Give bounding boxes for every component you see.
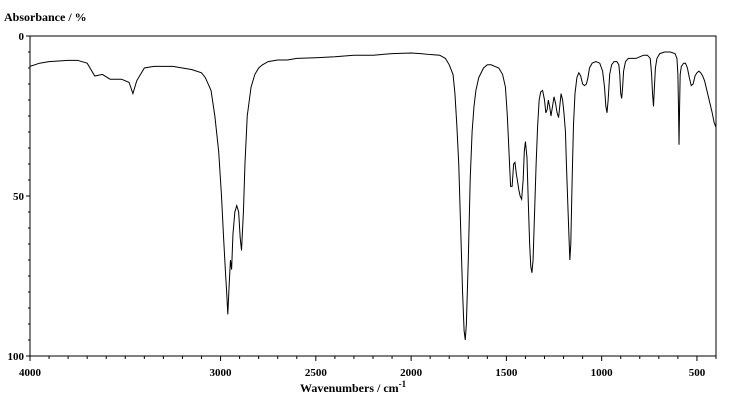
y-tick-label: 0 [19, 31, 25, 43]
y-axis-title: Absorbance / % [4, 10, 87, 24]
x-tick-label: 500 [689, 367, 706, 379]
x-tick-label: 4000 [19, 367, 42, 379]
x-tick-label: 1000 [591, 367, 614, 379]
y-tick-label: 50 [13, 191, 25, 203]
x-tick-label: 3000 [210, 367, 233, 379]
x-axis-title-text: Wavenumbers / cm [300, 381, 399, 395]
x-axis-title-superscript: -1 [399, 379, 407, 389]
x-axis: 4000 3000 2500 2000 1500 1000 500 [19, 356, 717, 379]
x-tick-label: 2000 [400, 367, 423, 379]
x-axis-title: Wavenumbers / cm-1 [300, 379, 407, 395]
x-tick-label: 1500 [495, 367, 518, 379]
x-tick-label: 2500 [305, 367, 328, 379]
spectrum-line [29, 51, 717, 341]
y-tick-label: 100 [8, 351, 25, 363]
y-axis: 0 50 100 [8, 31, 30, 363]
